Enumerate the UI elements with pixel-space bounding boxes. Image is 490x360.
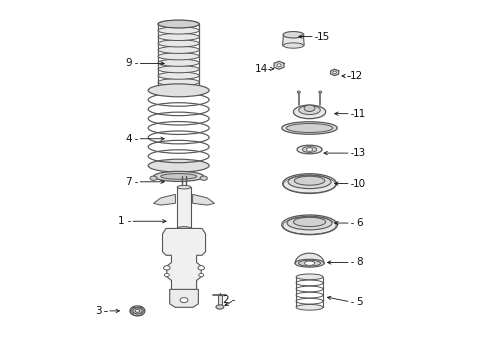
- Ellipse shape: [148, 159, 209, 172]
- Text: 13: 13: [353, 148, 367, 158]
- Ellipse shape: [148, 84, 209, 97]
- Ellipse shape: [158, 40, 199, 47]
- Text: 6: 6: [356, 218, 363, 228]
- Ellipse shape: [164, 273, 170, 276]
- Ellipse shape: [297, 91, 300, 93]
- Ellipse shape: [216, 305, 224, 309]
- Polygon shape: [331, 69, 339, 76]
- Ellipse shape: [295, 259, 324, 267]
- Ellipse shape: [302, 147, 317, 152]
- Ellipse shape: [294, 105, 326, 119]
- Ellipse shape: [158, 27, 199, 34]
- Ellipse shape: [304, 105, 315, 112]
- Ellipse shape: [319, 91, 322, 93]
- Ellipse shape: [153, 171, 204, 181]
- Ellipse shape: [283, 43, 303, 48]
- Text: 2: 2: [222, 295, 229, 305]
- Ellipse shape: [158, 85, 199, 92]
- Ellipse shape: [150, 176, 157, 180]
- Ellipse shape: [200, 176, 207, 180]
- Polygon shape: [153, 194, 175, 205]
- Text: 4: 4: [125, 134, 132, 144]
- Text: 1: 1: [118, 216, 124, 226]
- Polygon shape: [274, 61, 284, 69]
- Ellipse shape: [158, 33, 199, 41]
- Ellipse shape: [277, 64, 281, 67]
- Ellipse shape: [333, 71, 337, 74]
- Ellipse shape: [299, 105, 320, 114]
- Text: 9: 9: [125, 58, 132, 68]
- Ellipse shape: [283, 32, 304, 38]
- Ellipse shape: [199, 273, 204, 276]
- Ellipse shape: [158, 59, 199, 66]
- Ellipse shape: [198, 266, 204, 270]
- Text: 10: 10: [353, 179, 367, 189]
- Ellipse shape: [158, 78, 199, 86]
- Ellipse shape: [133, 308, 142, 314]
- Ellipse shape: [286, 123, 333, 132]
- Ellipse shape: [164, 266, 170, 270]
- Ellipse shape: [296, 274, 323, 280]
- Text: 11: 11: [353, 109, 367, 119]
- Ellipse shape: [135, 310, 140, 312]
- Ellipse shape: [287, 216, 332, 230]
- Polygon shape: [163, 228, 205, 297]
- Text: 15: 15: [317, 32, 331, 41]
- Ellipse shape: [158, 72, 199, 79]
- Text: 3: 3: [95, 306, 101, 316]
- Ellipse shape: [177, 226, 191, 230]
- Ellipse shape: [304, 261, 315, 265]
- Text: 14: 14: [254, 64, 268, 74]
- Ellipse shape: [282, 122, 337, 134]
- Ellipse shape: [177, 185, 191, 189]
- Ellipse shape: [158, 66, 199, 73]
- Ellipse shape: [297, 145, 322, 154]
- Ellipse shape: [296, 305, 323, 310]
- Ellipse shape: [306, 148, 313, 151]
- Ellipse shape: [158, 85, 199, 93]
- Ellipse shape: [130, 306, 145, 316]
- Text: 12: 12: [349, 71, 363, 81]
- Ellipse shape: [294, 217, 326, 226]
- Ellipse shape: [282, 215, 337, 235]
- Ellipse shape: [158, 46, 199, 53]
- Text: 5: 5: [356, 297, 363, 307]
- Polygon shape: [193, 194, 215, 205]
- Ellipse shape: [158, 20, 199, 28]
- Ellipse shape: [288, 175, 331, 189]
- Ellipse shape: [158, 53, 199, 60]
- Ellipse shape: [180, 298, 188, 303]
- Text: 7: 7: [125, 177, 132, 187]
- Ellipse shape: [298, 260, 320, 266]
- Polygon shape: [177, 187, 191, 228]
- Polygon shape: [283, 35, 304, 45]
- Text: 8: 8: [356, 257, 363, 267]
- Ellipse shape: [161, 174, 196, 179]
- Polygon shape: [218, 296, 221, 307]
- Ellipse shape: [294, 176, 325, 185]
- Ellipse shape: [283, 174, 337, 193]
- Polygon shape: [170, 289, 198, 307]
- Ellipse shape: [158, 21, 199, 28]
